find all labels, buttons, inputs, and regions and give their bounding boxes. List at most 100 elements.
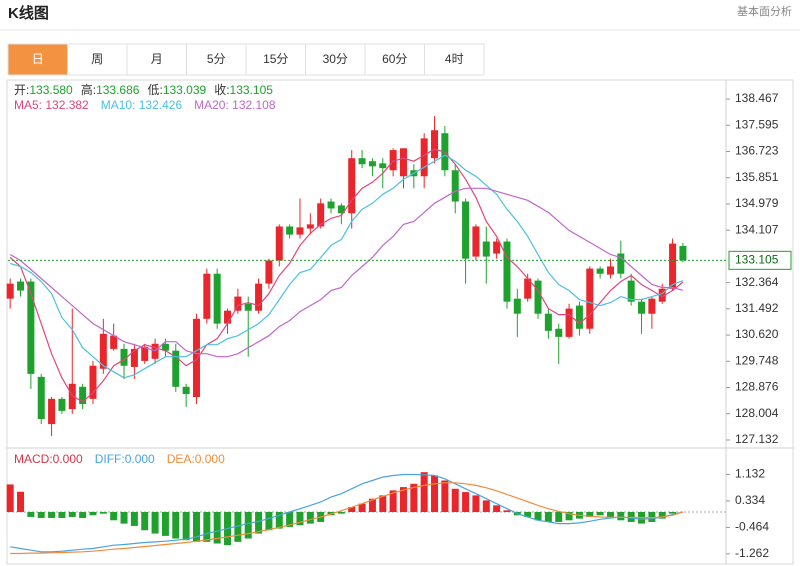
analysis-link[interactable]: 基本面分析 — [737, 4, 792, 18]
candle-body — [141, 346, 149, 361]
candle-body — [48, 398, 56, 425]
legend-entry: MACD:0.000 — [14, 452, 83, 466]
candle-body — [306, 224, 314, 229]
macd-bar — [379, 495, 387, 512]
ma-line — [9, 187, 684, 358]
last-price-box — [728, 250, 792, 270]
tab-label[interactable]: 周 — [91, 52, 103, 66]
candle-body — [606, 266, 614, 275]
info-value: 133.580 — [29, 83, 73, 97]
candle-body — [544, 313, 552, 331]
candle-body — [627, 280, 635, 302]
legend-entry: DIFF:0.000 — [95, 452, 155, 466]
y-tick-label: 134.979 — [735, 196, 779, 210]
macd-bar — [130, 511, 138, 526]
candle-body — [79, 386, 87, 404]
macd-bar — [37, 511, 45, 518]
candle-body — [524, 278, 532, 299]
macd-bar — [17, 491, 25, 512]
tab[interactable] — [7, 43, 68, 76]
macd-bar — [451, 488, 459, 512]
macd-bar — [482, 500, 490, 512]
macd-bar — [658, 511, 666, 519]
candle-body — [482, 241, 490, 257]
macd-bar — [534, 511, 542, 521]
candle-body — [275, 226, 283, 261]
macd-bar — [348, 507, 356, 512]
info-label: 收: — [214, 83, 229, 97]
macd-bar — [524, 511, 532, 517]
macd-bar — [368, 498, 376, 512]
macd-bar — [68, 511, 76, 517]
tab-label[interactable]: 4时 — [445, 52, 464, 66]
candle-body — [130, 348, 138, 367]
macd-bar — [27, 511, 35, 517]
candle-body — [503, 241, 511, 302]
tab[interactable] — [424, 43, 485, 76]
candle-body — [638, 301, 646, 314]
tab-label[interactable]: 30分 — [323, 52, 348, 66]
macd-bar — [265, 511, 273, 531]
macd-bar — [544, 511, 552, 522]
macd-bar — [337, 511, 345, 514]
macd-bar — [244, 511, 252, 539]
info-label: 低: — [147, 83, 162, 97]
y-tick-label: 128.004 — [735, 406, 779, 420]
candle-body — [203, 273, 211, 319]
legend-entry: MA20: 132.108 — [194, 98, 276, 112]
y-tick-label: 135.851 — [735, 170, 779, 184]
macd-bar — [182, 511, 190, 541]
macd-bar — [234, 511, 242, 542]
candle-body — [462, 201, 470, 259]
candle-body — [379, 163, 387, 169]
macd-bar — [296, 511, 304, 526]
tab-label[interactable]: 60分 — [382, 52, 407, 66]
macd-line — [10, 482, 684, 555]
candle-body — [420, 138, 428, 177]
candle-body — [120, 348, 128, 366]
candle-body — [192, 318, 200, 398]
info-value: 133.105 — [230, 83, 274, 97]
tab-label[interactable]: 5分 — [207, 52, 226, 66]
tab[interactable] — [67, 43, 128, 76]
macd-bar — [79, 511, 87, 518]
candle-body — [358, 158, 366, 165]
tab-label[interactable]: 15分 — [263, 52, 288, 66]
macd-bar — [565, 511, 573, 521]
y-tick-label: 130.620 — [735, 327, 779, 341]
macd-bar — [399, 487, 407, 512]
candle-body — [89, 365, 97, 399]
tab[interactable] — [126, 43, 187, 76]
candle-body — [472, 226, 480, 257]
macd-bar — [203, 511, 211, 542]
macd-bar — [110, 511, 118, 521]
macd-bar — [213, 511, 221, 544]
y-tick-label: -0.464 — [735, 520, 769, 534]
y-tick-label: 128.876 — [735, 380, 779, 394]
tab-label[interactable]: 月 — [151, 52, 163, 66]
tab[interactable] — [186, 43, 247, 76]
candle-body — [213, 273, 221, 324]
tab[interactable] — [245, 43, 306, 76]
candle-body — [37, 376, 45, 419]
candle-body — [161, 343, 169, 351]
candle-body — [431, 130, 439, 159]
ma-line — [9, 148, 684, 403]
macd-bar — [596, 511, 604, 516]
ohlc-info: 开:133.580 高:133.686 低:133.039 收:133.105 — [14, 82, 273, 97]
candle-body — [234, 296, 242, 311]
candle-body — [110, 335, 118, 349]
tab-label[interactable]: 日 — [32, 52, 44, 66]
tab[interactable] — [364, 43, 425, 76]
candle-body — [99, 333, 107, 369]
macd-bar — [586, 511, 594, 517]
legend-entry: DEA:0.000 — [167, 452, 225, 466]
macd-bar — [358, 503, 366, 512]
candle-body — [555, 328, 563, 337]
y-tick-label: 134.107 — [735, 222, 779, 236]
macd-bar — [555, 511, 563, 522]
macd-legend: MACD:0.000 DIFF:0.000 DEA:0.000 — [14, 452, 225, 466]
macd-bar — [192, 511, 200, 542]
macd-bar — [48, 511, 56, 518]
